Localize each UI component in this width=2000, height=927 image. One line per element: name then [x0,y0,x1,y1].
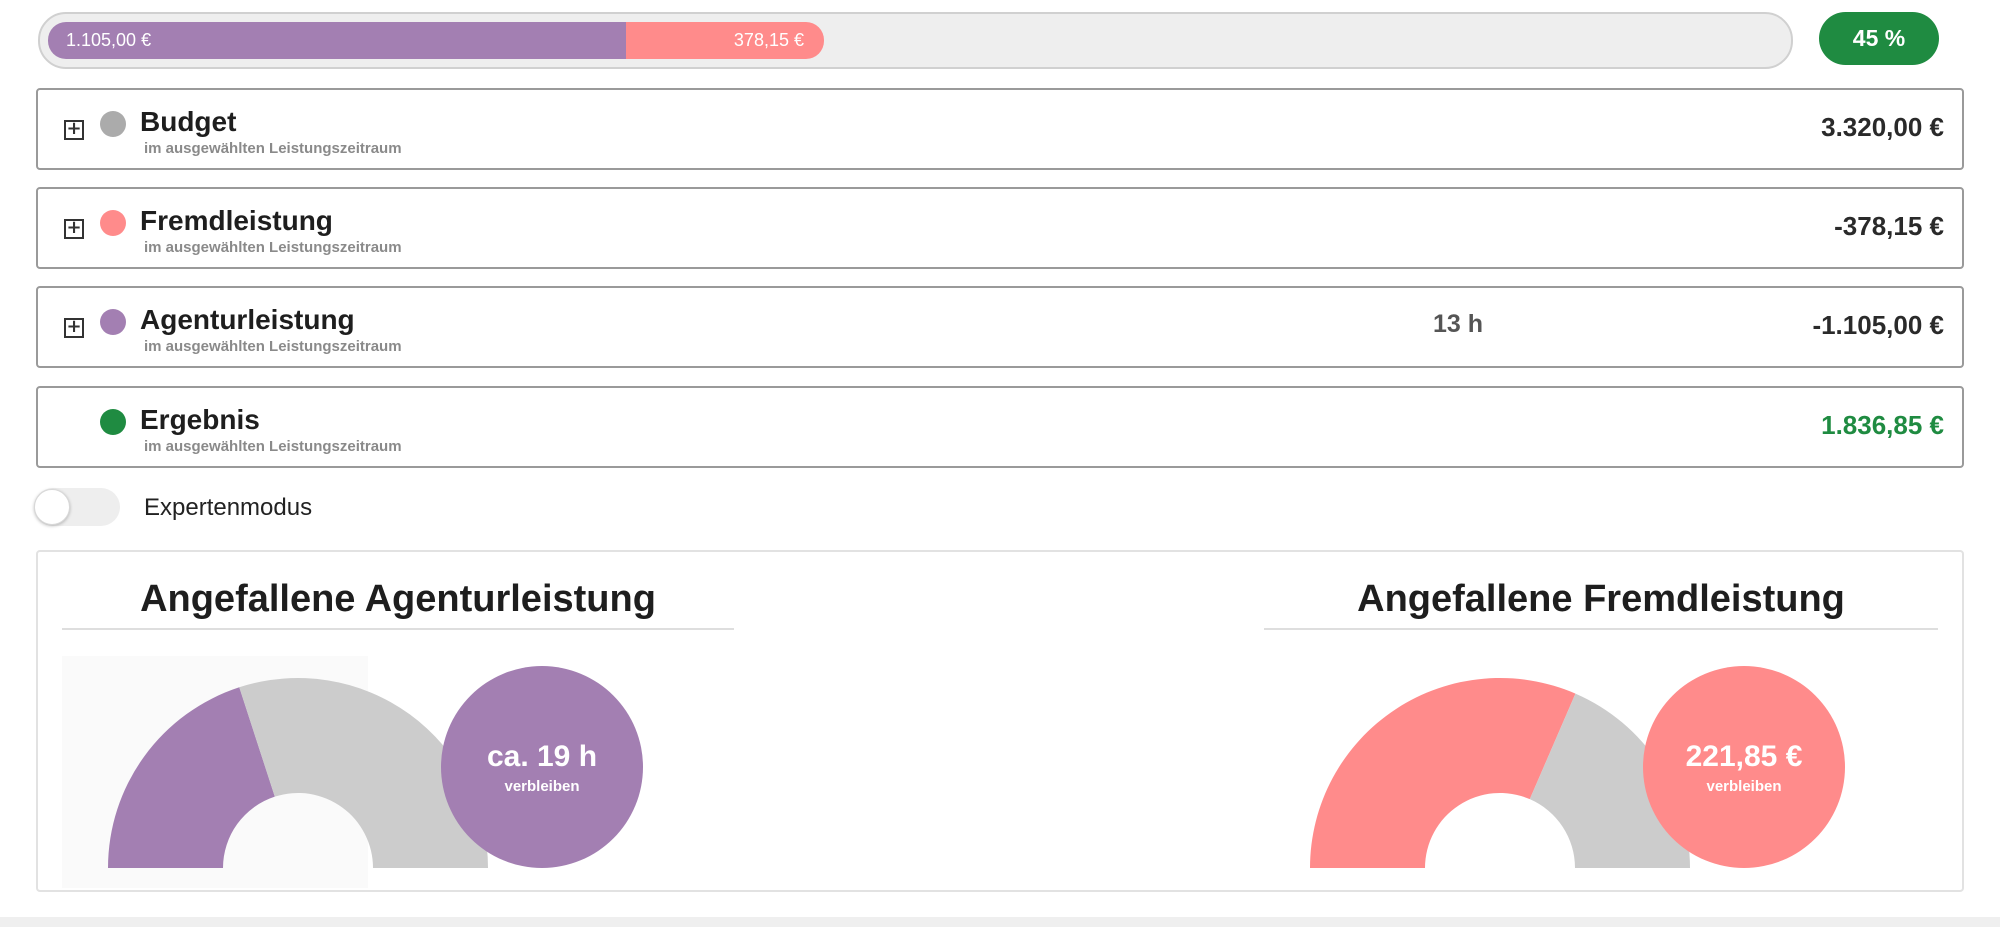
progress-agentur-label: 1.105,00 € [66,30,152,50]
row-subtitle: im ausgewählten Leistungszeitraum [144,338,402,355]
gauge-arc-fremd-used [1310,678,1576,868]
bubble-value: ca. 19 h [486,739,598,773]
row-hours: 13 h [1432,310,1484,338]
progress-fremd-label: 378,15 € [733,30,804,50]
row-subtitle: im ausgewählten Leistungszeitraum [144,140,402,157]
expert-mode-label: Expertenmodus [144,494,313,521]
gauge-arc-agentur-used [108,687,275,868]
percent-badge: 45 % [1819,12,1939,65]
expert-mode-toggle[interactable] [34,488,120,526]
row-ergebnis: Ergebnis im ausgewählten Leistungszeitra… [36,386,1964,468]
charts-panel: Angefallene Agenturleistung Angefallene … [36,550,1964,892]
row-amount: -1.105,00 € [1812,310,1944,340]
row-amount: 3.320,00 € [1821,112,1944,142]
status-dot-ergebnis [100,409,126,435]
charts-svg [62,656,1690,888]
progress-segment-agentur: 1.105,00 € [48,22,626,59]
gauge-arc-fremd-remaining [1529,693,1690,868]
gauge-arc-agentur-remaining [239,678,488,868]
row-budget: + Budget im ausgewählten Leistungszeitra… [36,88,1964,170]
toggle-knob[interactable] [34,489,70,525]
bubble-label: verbleiben [1706,777,1782,795]
chart-divider [1264,628,1938,630]
bubble-label: verbleiben [504,777,580,795]
chart-title-agentur: Angefallene Agenturleistung [140,578,656,620]
row-title: Budget [140,106,237,137]
remaining-bubble-fremd: 221,85 € verbleiben [1643,666,1845,868]
row-fremdleistung: + Fremdleistung im ausgewählten Leistung… [36,187,1964,269]
row-title: Fremdleistung [140,205,333,236]
row-amount: 1.836,85 € [1821,410,1944,440]
expand-icon[interactable]: + [64,120,84,140]
remaining-bubble-agentur: ca. 19 h verbleiben [441,666,643,868]
row-title: Agenturleistung [140,304,355,335]
row-subtitle: im ausgewählten Leistungszeitraum [144,239,402,256]
expand-icon[interactable]: + [64,219,84,239]
row-agenturleistung: + Agenturleistung im ausgewählten Leistu… [36,286,1964,368]
bubble-value: 221,85 € [1685,739,1803,773]
chart-divider [62,628,734,630]
status-dot-fremdleistung [100,210,126,236]
chart-title-fremd: Angefallene Fremdleistung [1357,578,1845,620]
row-title: Ergebnis [140,404,260,435]
expand-icon[interactable]: + [64,318,84,338]
status-dot-agenturleistung [100,309,126,335]
status-dot-budget [100,111,126,137]
progress-segment-fremd: 378,15 € [626,22,824,59]
row-amount: -378,15 € [1834,211,1944,241]
budget-progress-bar: 1.105,00 € 378,15 € [38,12,1793,69]
row-subtitle: im ausgewählten Leistungszeitraum [144,438,402,455]
